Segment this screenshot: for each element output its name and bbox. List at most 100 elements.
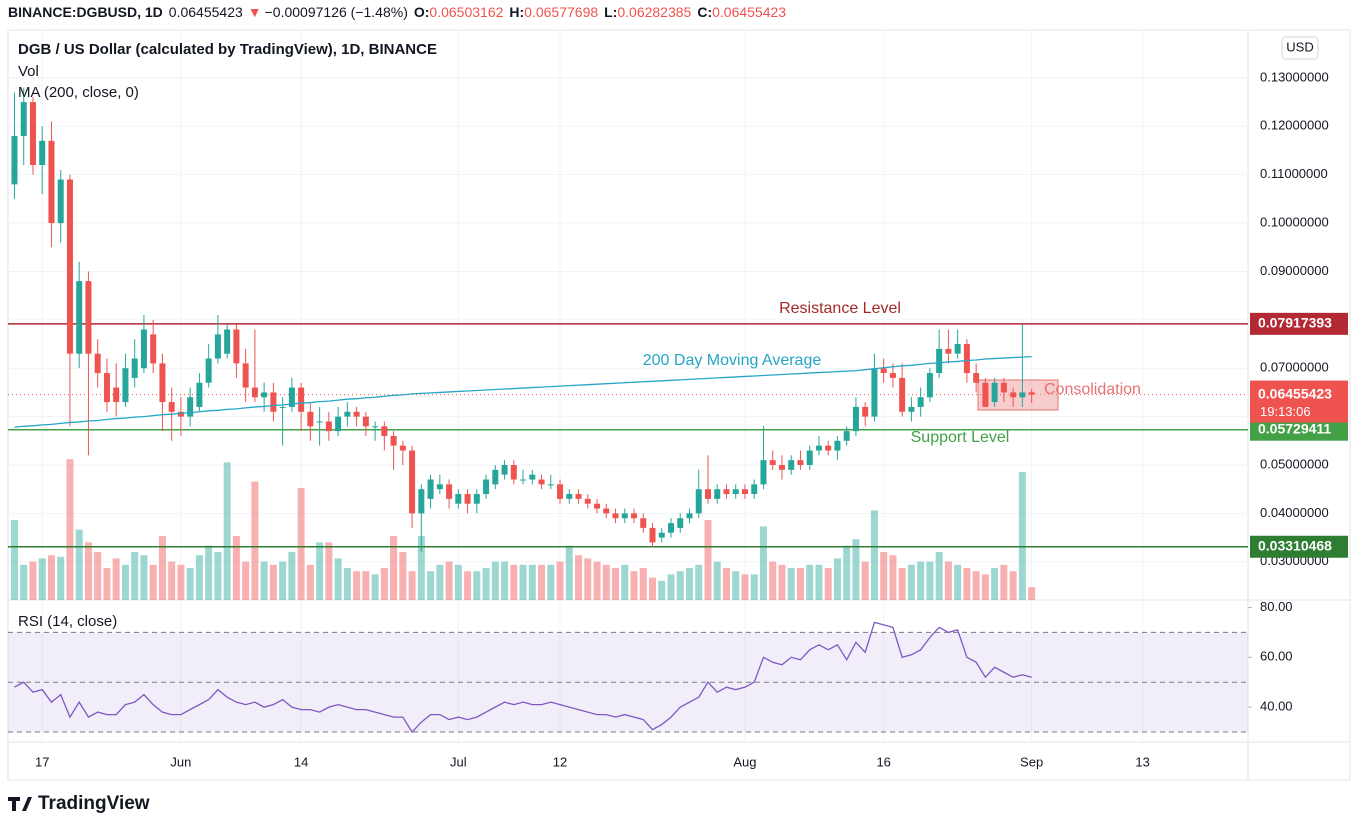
candle-body <box>889 373 896 378</box>
candle-body <box>455 494 462 504</box>
candle-body <box>446 484 453 499</box>
volume-bar <box>538 564 546 600</box>
open: 0.06503162 <box>429 4 503 20</box>
candle-body <box>1010 392 1017 398</box>
volume-bar <box>926 561 934 600</box>
volume-bar <box>380 568 388 600</box>
volume-bar <box>232 536 240 600</box>
volume-bar <box>676 571 684 600</box>
candle-body <box>510 465 517 480</box>
volume-bar <box>750 574 758 600</box>
candle-body <box>963 344 970 374</box>
candle-body <box>131 358 138 378</box>
volume-bar <box>10 520 18 600</box>
volume-bar <box>66 459 74 600</box>
candle-body <box>547 484 554 486</box>
logo-mark <box>8 797 32 811</box>
volume-bar <box>510 564 518 600</box>
volume-bar <box>843 545 851 600</box>
volume-bar <box>343 568 351 600</box>
annotation-resistance: Resistance Level <box>779 300 901 317</box>
y-tick-label: 0.12000000 <box>1260 118 1329 133</box>
volume-bar <box>1009 571 1017 600</box>
candle-body <box>353 411 360 417</box>
volume-bar <box>621 564 629 600</box>
candle-body <box>908 406 915 412</box>
volume-bar <box>353 571 361 600</box>
ma-line <box>14 355 1032 428</box>
candle-body <box>566 494 573 499</box>
candle-body <box>936 348 943 374</box>
candle-body <box>418 489 425 514</box>
volume-bar <box>334 558 342 600</box>
candle-body <box>788 460 795 470</box>
candle-body <box>843 431 850 441</box>
volume-bar <box>630 571 638 600</box>
candle-body <box>732 489 739 495</box>
candle-body <box>362 416 369 427</box>
volume-bar <box>944 561 952 600</box>
open-label: O: <box>414 4 430 20</box>
volume-bar <box>371 574 379 600</box>
volume-bar <box>695 564 703 600</box>
candle-body <box>409 450 416 514</box>
axes: 0.13000000 0.12000000 0.11000000 0.10000000… <box>35 69 1348 769</box>
volume-bar <box>436 564 444 600</box>
volume-bar <box>279 561 287 600</box>
candle-body <box>899 377 906 412</box>
level-label: 0.07917393 <box>1258 315 1332 331</box>
volume-bar <box>408 571 416 600</box>
candle-body <box>316 421 323 423</box>
volume-bar <box>593 561 601 600</box>
candle-body <box>677 518 684 528</box>
volume-bar <box>907 564 915 600</box>
symbol: BINANCE:DGBUSD, 1D <box>8 4 163 20</box>
volume-bar <box>870 510 878 600</box>
volume-bar <box>362 571 370 600</box>
currency-button[interactable] <box>1281 36 1319 60</box>
currency[interactable]: USD <box>1286 39 1313 54</box>
candle-body <box>631 513 638 519</box>
candle-body <box>1019 392 1026 398</box>
rsi-tick-label: 60.00 <box>1260 649 1293 664</box>
candle-body <box>741 489 748 495</box>
volume-bar <box>880 552 888 600</box>
candle-body <box>177 411 184 417</box>
volume-bar <box>94 552 102 600</box>
volume-bar <box>732 571 740 600</box>
candle-body <box>1028 392 1035 395</box>
volume-bar <box>306 564 314 600</box>
volume-bar <box>649 577 657 600</box>
candle-body <box>852 406 859 432</box>
volume-bar <box>861 561 869 600</box>
volume-bar <box>556 561 564 600</box>
high-label: H: <box>509 4 524 20</box>
candle-body <box>917 397 924 407</box>
candle-body <box>103 373 110 403</box>
candle-body <box>390 435 397 446</box>
volume-bar <box>84 542 92 600</box>
volume-bar <box>713 561 721 600</box>
candle-body <box>39 140 46 165</box>
volume-bar <box>417 536 425 600</box>
candle-body <box>242 363 249 388</box>
volume-bar <box>205 545 213 600</box>
candle-body <box>335 416 342 432</box>
volume-bar <box>1000 564 1008 600</box>
volume-bar <box>991 568 999 600</box>
volume-bar <box>815 564 823 600</box>
candle-body <box>187 397 194 417</box>
volume-bar <box>445 561 453 600</box>
volume-bar <box>251 481 259 600</box>
volume-bar <box>612 568 620 600</box>
volume-bar <box>288 552 296 600</box>
consolidation-box <box>977 379 1059 411</box>
volume-bar <box>963 568 971 600</box>
y-tick-label: 0.07000000 <box>1260 360 1329 375</box>
candle-body <box>973 373 980 383</box>
candle-body <box>945 348 952 354</box>
candle-body <box>862 406 869 417</box>
x-tick-label: 13 <box>1135 754 1149 769</box>
candle-body <box>612 513 619 519</box>
y-tick-label: 0.11000000 <box>1260 166 1328 181</box>
